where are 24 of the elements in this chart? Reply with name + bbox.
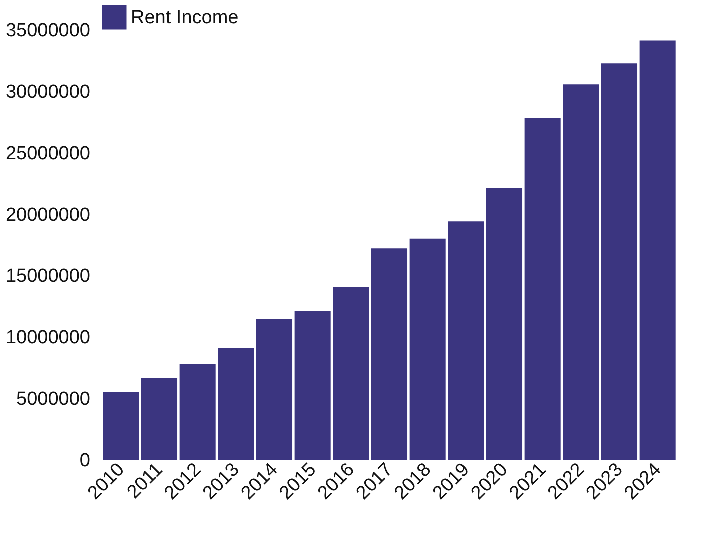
bar [103, 392, 140, 460]
bar [410, 238, 446, 460]
bar [486, 188, 523, 460]
y-tick-label: 10000000 [6, 328, 90, 349]
legend-label: Rent Income [131, 8, 239, 28]
y-tick-label: 15000000 [6, 266, 90, 288]
y-tick-label: 25000000 [6, 143, 90, 164]
y-tick-label: 35000000 [6, 20, 90, 42]
bar [256, 319, 293, 460]
bar [640, 40, 676, 460]
y-tick-label: 5000000 [16, 389, 90, 410]
bar [448, 222, 484, 460]
y-tick-label: 30000000 [6, 82, 90, 103]
bar [294, 311, 331, 460]
y-tick-label: 20000000 [6, 204, 90, 226]
bar [333, 288, 370, 460]
bar [524, 118, 561, 460]
bar [601, 64, 638, 460]
bar [371, 248, 408, 460]
bar [563, 84, 600, 460]
bar [218, 348, 254, 460]
bar [180, 364, 216, 460]
y-tick-label: 0 [80, 450, 90, 472]
bar [141, 378, 178, 460]
